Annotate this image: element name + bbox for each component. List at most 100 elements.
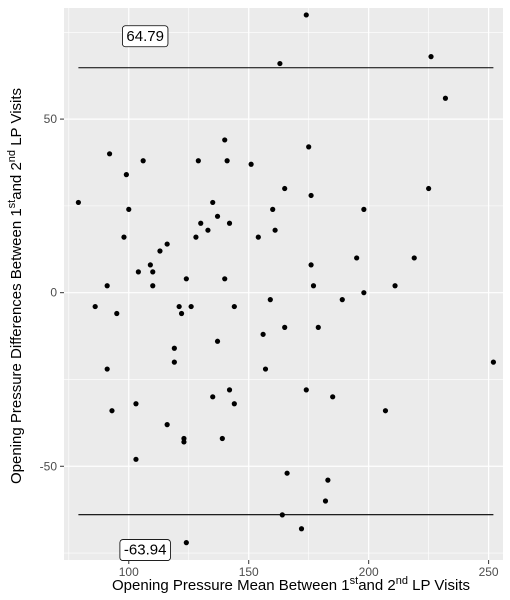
data-point <box>123 172 129 178</box>
y-tick-label: 0 <box>50 286 57 300</box>
limit-label-text: -63.94 <box>124 542 167 559</box>
data-point <box>282 324 288 330</box>
data-point <box>135 269 141 275</box>
data-point <box>282 185 288 192</box>
data-point <box>171 359 177 365</box>
data-point <box>308 192 314 199</box>
limit-label-box <box>119 539 171 561</box>
data-point <box>382 408 389 414</box>
data-point <box>361 290 367 296</box>
y-tick-label: -50 <box>40 459 58 473</box>
data-point <box>150 283 156 289</box>
grid-lines <box>64 8 503 560</box>
data-point <box>224 158 230 164</box>
data-point <box>140 158 146 164</box>
x-axis-title: Opening Pressure Mean Between 1stand 2nd… <box>112 575 470 594</box>
data-point <box>183 276 189 282</box>
data-point <box>279 512 285 518</box>
data-point <box>310 283 317 289</box>
data-point <box>178 310 185 317</box>
data-point <box>298 526 305 532</box>
data-point <box>214 338 221 344</box>
data-point <box>222 137 228 143</box>
data-point <box>339 297 345 303</box>
data-point <box>255 234 261 240</box>
data-point <box>354 255 360 261</box>
limit-label-text: 64.79 <box>126 28 164 45</box>
data-point <box>303 12 309 18</box>
data-point <box>219 435 225 442</box>
data-point <box>272 227 278 233</box>
data-point <box>133 401 139 407</box>
data-point <box>109 408 115 414</box>
x-tick-label: 200 <box>359 565 379 579</box>
limit-annotations: 64.79 -63.94 <box>119 25 171 561</box>
data-point <box>75 199 81 206</box>
data-point <box>315 324 321 330</box>
limit-label-box <box>122 25 169 48</box>
data-point <box>392 283 398 289</box>
x-tick-label: 150 <box>239 565 259 579</box>
data-point <box>248 161 254 167</box>
data-point <box>193 234 199 240</box>
data-point <box>164 422 170 428</box>
y-axis-title: Opening Pressure Differences Between 1st… <box>6 88 25 484</box>
plot-panel <box>64 8 503 560</box>
data-point <box>104 366 110 372</box>
data-point <box>104 283 110 289</box>
x-tick-label: 250 <box>479 565 499 579</box>
data-point <box>126 206 132 212</box>
data-point <box>442 95 449 101</box>
data-point <box>226 220 233 226</box>
x-axis-ticks: 100 150 200 250 <box>119 560 499 579</box>
data-point <box>150 269 156 275</box>
data-point <box>277 60 283 67</box>
data-point <box>284 470 290 476</box>
data-point <box>411 255 417 261</box>
data-point <box>147 262 153 268</box>
data-point <box>133 456 139 462</box>
data-point <box>330 394 336 400</box>
data-point <box>114 310 120 317</box>
data-point <box>176 303 182 310</box>
data-point <box>260 331 266 337</box>
data-point <box>426 185 432 192</box>
data-point <box>306 144 312 150</box>
data-point <box>308 262 314 268</box>
data-point <box>361 206 367 212</box>
data-point <box>164 241 170 247</box>
data-point <box>106 151 113 157</box>
data-point <box>188 303 194 310</box>
data-point <box>205 227 211 233</box>
data-point <box>303 387 309 393</box>
data-point <box>267 297 273 303</box>
data-point <box>171 345 177 351</box>
data-point <box>270 206 276 212</box>
data-point <box>181 439 187 445</box>
data-point <box>231 303 237 310</box>
data-point <box>210 394 216 400</box>
y-axis-ticks: -50 0 50 <box>40 112 64 473</box>
data-point <box>92 303 98 310</box>
data-point <box>157 248 163 254</box>
data-point <box>121 234 127 240</box>
data-point <box>226 387 233 393</box>
data-point <box>325 477 331 483</box>
data-point <box>198 220 204 226</box>
data-point <box>210 199 216 206</box>
lower-limit-label: -63.94 <box>119 539 171 561</box>
limit-lines <box>78 67 494 516</box>
y-tick-label: 50 <box>44 112 58 126</box>
data-point <box>490 359 497 365</box>
data-points <box>75 12 497 546</box>
data-point <box>222 276 228 282</box>
data-point <box>322 498 329 504</box>
upper-limit-label: 64.79 <box>122 25 169 48</box>
data-point <box>214 213 221 219</box>
data-point <box>195 158 201 164</box>
data-point <box>231 401 237 407</box>
data-point <box>428 54 434 60</box>
data-point <box>183 540 189 546</box>
data-point <box>262 366 269 372</box>
